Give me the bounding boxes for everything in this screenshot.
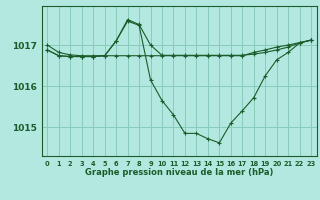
- X-axis label: Graphe pression niveau de la mer (hPa): Graphe pression niveau de la mer (hPa): [85, 168, 273, 177]
